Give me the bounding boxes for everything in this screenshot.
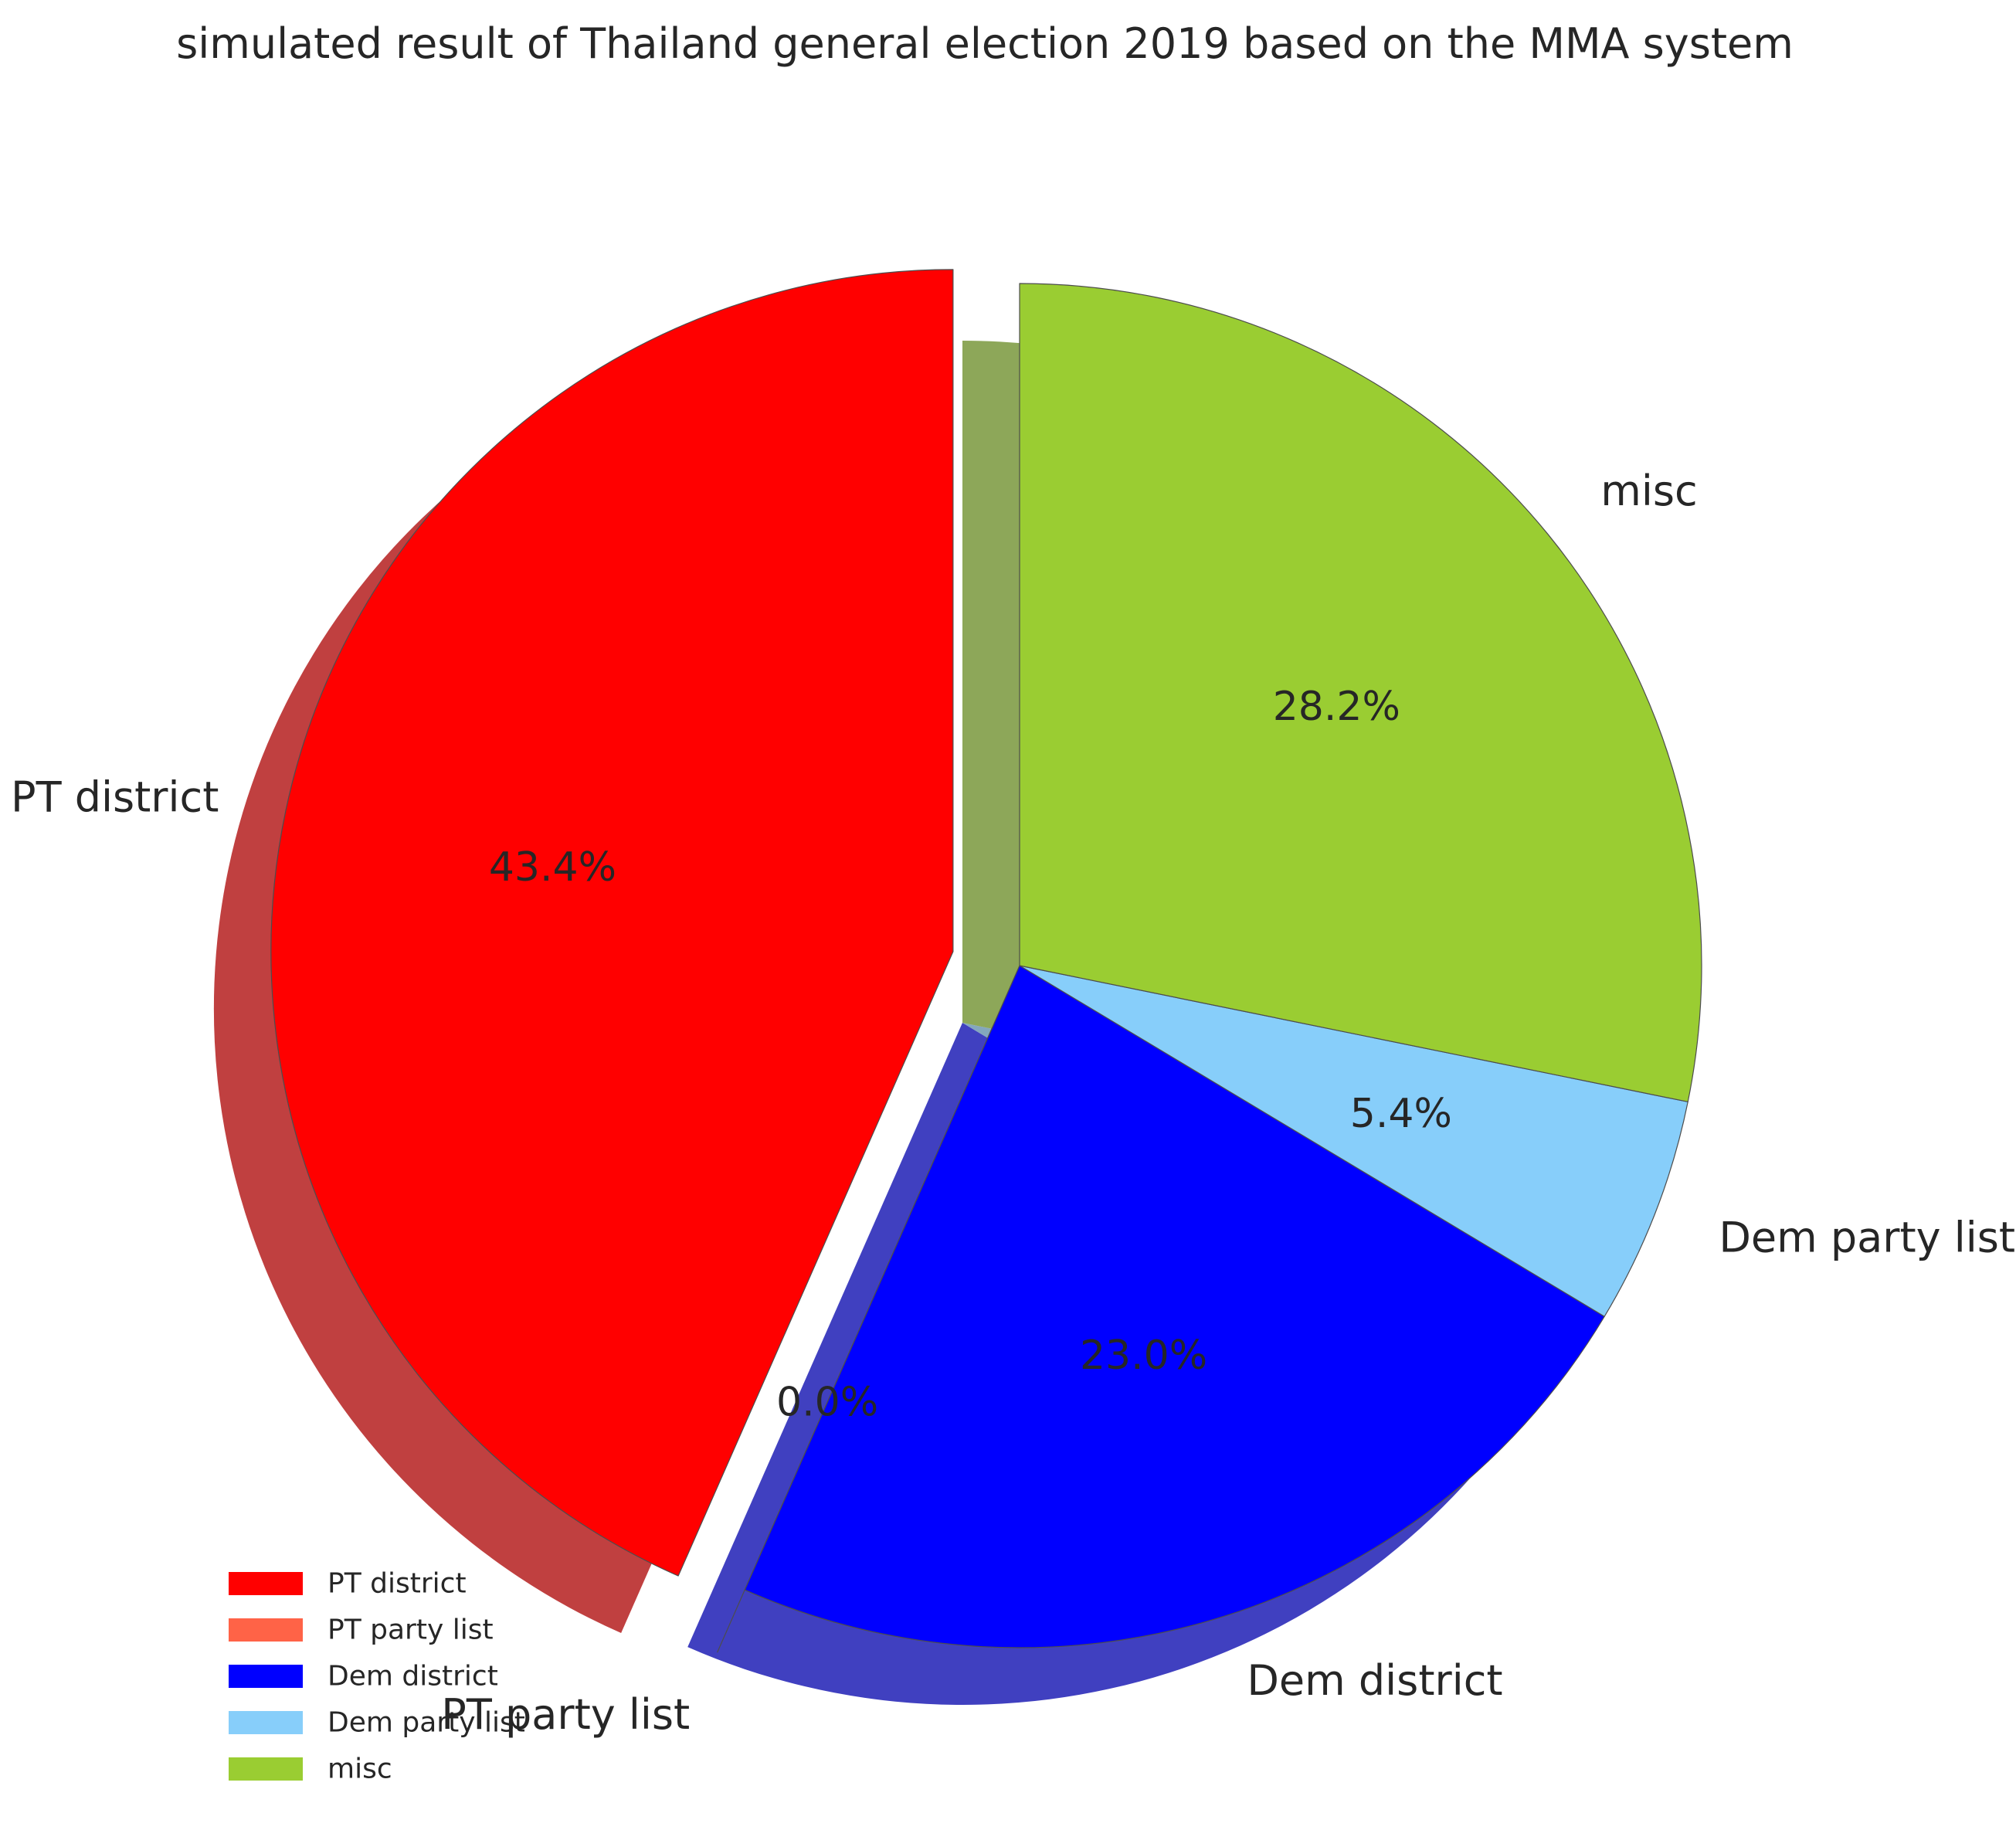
slice-label-pt-party-list: PT party list xyxy=(441,1690,690,1739)
legend-label-dem-district: Dem district xyxy=(328,1661,498,1692)
legend-swatch-dem-party-list xyxy=(229,1711,303,1734)
slice-label-dem-district: Dem district xyxy=(1247,1656,1502,1705)
slice-label-dem-party-list: Dem party list xyxy=(1719,1213,2015,1261)
pct-label-pt-party-list: 0.0% xyxy=(776,1379,878,1425)
pct-label-dem-party-list: 5.4% xyxy=(1350,1091,1452,1137)
pct-label-dem-district: 23.0% xyxy=(1080,1333,1207,1379)
chart-title: simulated result of Thailand general ele… xyxy=(176,19,1794,68)
legend-swatch-pt-district xyxy=(229,1572,303,1595)
legend-label-pt-district: PT district xyxy=(328,1568,467,1600)
pct-label-pt-district: 43.4% xyxy=(489,844,616,891)
legend-label-misc: misc xyxy=(328,1754,392,1785)
label-layer: PT district 43.4% PT party list 0.0% Dem dis… xyxy=(11,467,2015,1739)
slice-misc xyxy=(1019,283,1702,1102)
slice-label-misc: misc xyxy=(1600,467,1697,515)
legend: PT district PT party list Dem district Dem … xyxy=(229,1568,525,1785)
legend-label-pt-party-list: PT party list xyxy=(328,1614,494,1646)
pct-label-misc: 28.2% xyxy=(1273,684,1400,730)
slice-pt-district xyxy=(270,269,954,1577)
legend-swatch-dem-district xyxy=(229,1665,303,1688)
legend-label-dem-party-list: Dem party list xyxy=(328,1707,525,1739)
slice-dem-district xyxy=(744,965,1605,1648)
legend-swatch-pt-party-list xyxy=(229,1618,303,1642)
slice-layer xyxy=(270,269,1702,1653)
legend-swatch-misc xyxy=(229,1757,303,1781)
slice-dem-party-list xyxy=(1019,965,1688,1317)
slice-label-pt-district: PT district xyxy=(11,772,219,821)
